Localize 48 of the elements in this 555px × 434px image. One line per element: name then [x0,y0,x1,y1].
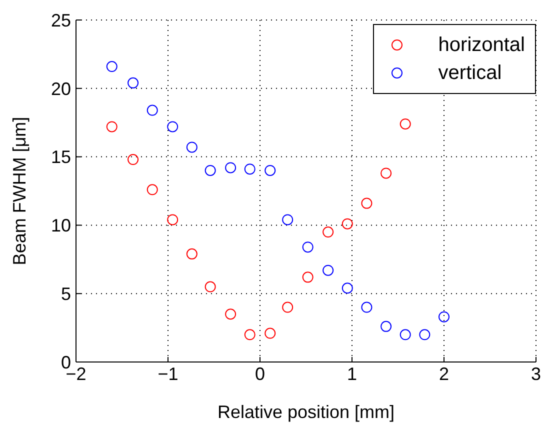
point [244,329,256,340]
point [204,281,216,292]
y-tick-label: 5 [60,284,71,304]
point [146,104,158,116]
point [302,272,314,283]
point [167,121,178,132]
x-tick-label: 3 [530,364,542,384]
x-axis-title: Relative position [mm] [217,402,395,422]
point [225,308,236,320]
y-tick-label: 15 [50,147,71,168]
point [244,164,256,175]
point [282,302,294,313]
x-tick-label: 2 [438,364,450,384]
point [167,214,178,226]
x-tick-label: 0 [254,364,266,384]
point [264,164,276,176]
point [282,214,294,226]
point [128,77,139,88]
y-tick-label: 20 [50,78,71,99]
y-tick-label: 10 [50,216,71,236]
point [106,61,118,72]
point [302,242,314,253]
point [419,329,430,340]
point [264,328,276,339]
point [438,311,450,322]
x-tick-label: 1 [346,364,358,384]
point [225,162,236,174]
point [322,264,334,276]
point [106,121,118,132]
y-axis-title: Beam FWHM [μm] [9,116,30,266]
point [400,118,411,130]
point [322,226,334,238]
x-tick-label: −1 [158,364,178,384]
point [128,154,139,166]
point [186,142,198,153]
point [380,168,392,179]
point [342,282,353,294]
point [361,302,372,313]
point [342,218,353,230]
point [146,184,158,196]
y-tick-label: 25 [50,10,71,30]
point [204,164,216,176]
point [400,329,411,340]
point [380,320,392,332]
legend-label: horizontal [438,34,525,56]
legend-label: vertical [438,62,502,84]
point [186,248,198,260]
point [361,198,372,209]
